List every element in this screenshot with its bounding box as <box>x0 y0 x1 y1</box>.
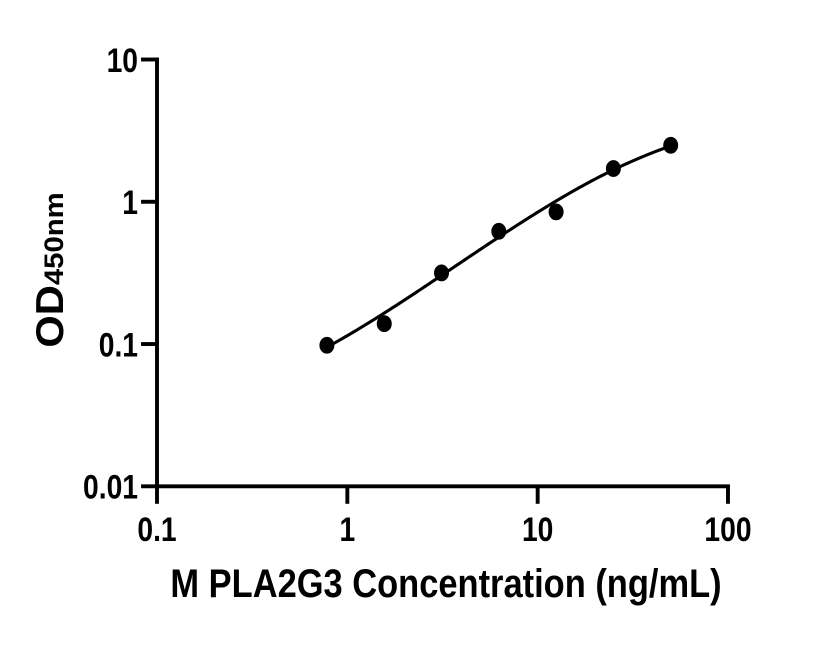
titles-layer: M PLA2G3 Concentration (ng/mL) OD450nm <box>28 192 721 605</box>
y-axis-title: OD450nm <box>28 192 71 347</box>
y-axis-title-main: OD <box>28 285 71 348</box>
series-layer <box>319 136 679 354</box>
y-tick-label: 1 <box>122 182 138 221</box>
data-point <box>376 315 392 333</box>
axes-layer <box>155 57 730 489</box>
y-tick-label: 0.01 <box>83 467 138 506</box>
data-point <box>319 336 335 354</box>
y-axis-title-subscript: 450nm <box>38 192 69 285</box>
x-tick-label: 0.1 <box>137 509 176 548</box>
data-point <box>605 160 621 177</box>
x-tick-label: 1 <box>339 509 355 548</box>
x-tick-label: 100 <box>704 509 751 548</box>
x-axis-title: M PLA2G3 Concentration (ng/mL) <box>170 561 721 606</box>
data-point <box>491 222 507 240</box>
fit-curve <box>325 144 673 349</box>
ticks-layer <box>141 57 730 504</box>
x-tick-label: 10 <box>522 509 553 548</box>
data-point <box>548 203 564 221</box>
data-point <box>663 136 679 154</box>
y-tick-label: 10 <box>107 40 138 79</box>
y-tick-label: 0.1 <box>99 325 138 364</box>
data-point <box>434 264 450 282</box>
